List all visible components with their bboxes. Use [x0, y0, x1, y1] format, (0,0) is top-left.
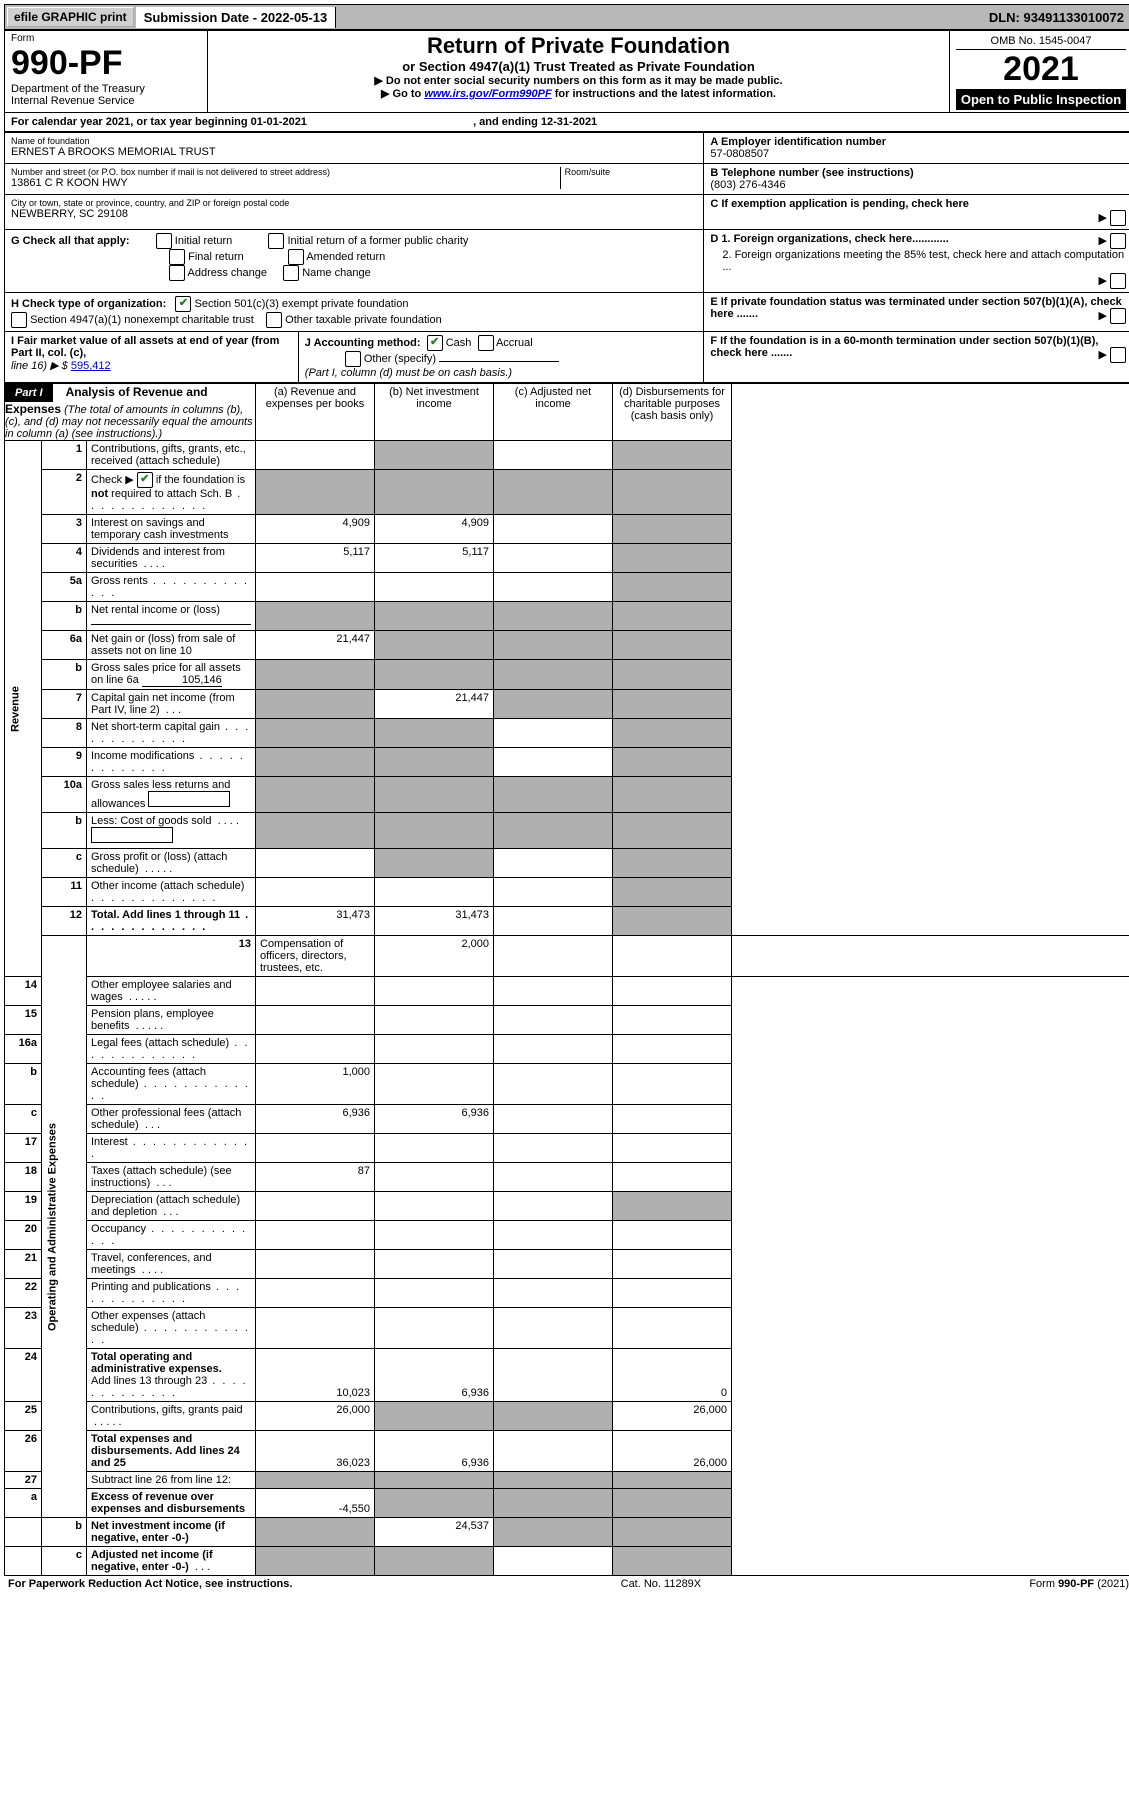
form-link[interactable]: www.irs.gov/Form990PF — [424, 88, 551, 100]
footer-left: For Paperwork Reduction Act Notice, see … — [8, 1578, 292, 1590]
h-4947-checkbox[interactable] — [11, 312, 27, 328]
dept-label: Department of the Treasury — [11, 83, 201, 95]
j-note: (Part I, column (d) must be on cash basi… — [305, 367, 512, 379]
ein-value: 57-0808507 — [710, 148, 1126, 160]
d1-label: D 1. Foreign organizations, check here..… — [710, 233, 948, 245]
h-other-checkbox[interactable] — [266, 312, 282, 328]
initial-return-checkbox[interactable] — [156, 233, 172, 249]
e-label: E If private foundation status was termi… — [710, 296, 1121, 320]
name-change-checkbox[interactable] — [283, 265, 299, 281]
f-checkbox[interactable] — [1110, 347, 1126, 363]
footer-right: Form 990-PF (2021) — [1029, 1578, 1129, 1590]
identification-block: Name of foundation ERNEST A BROOKS MEMOR… — [4, 132, 1129, 383]
j-other-checkbox[interactable] — [345, 351, 361, 367]
ein-label: A Employer identification number — [710, 136, 1126, 148]
submission-date: Submission Date - 2022-05-13 — [136, 7, 337, 28]
room-label: Room/suite — [565, 167, 694, 177]
amended-return-checkbox[interactable] — [288, 249, 304, 265]
former-charity-checkbox[interactable] — [268, 233, 284, 249]
form-label: Form — [11, 33, 201, 44]
form-number: 990-PF — [11, 44, 201, 83]
inspection-label: Open to Public Inspection — [956, 89, 1126, 110]
return-title: Return of Private Foundation — [214, 33, 943, 59]
g-label: G Check all that apply: — [11, 235, 130, 247]
phone-value: (803) 276-4346 — [710, 179, 1126, 191]
footer-mid: Cat. No. 11289X — [621, 1578, 702, 1590]
return-subtitle: or Section 4947(a)(1) Trust Treated as P… — [214, 59, 943, 74]
irs-label: Internal Revenue Service — [11, 95, 201, 107]
j-label: J Accounting method: — [305, 337, 421, 349]
page-footer: For Paperwork Reduction Act Notice, see … — [4, 1576, 1129, 1592]
name-label: Name of foundation — [11, 136, 697, 146]
e-checkbox[interactable] — [1110, 308, 1126, 324]
col-b-header: (b) Net investment income — [375, 384, 494, 441]
address-label: Number and street (or P.O. box number if… — [11, 167, 560, 177]
calendar-year-label: For calendar year 2021, or tax year begi… — [11, 116, 310, 128]
phone-label: B Telephone number (see instructions) — [710, 167, 1126, 179]
fmv-link[interactable]: 595,412 — [71, 360, 111, 372]
tax-year: 2021 — [956, 50, 1126, 89]
instruction-2: ▶ Go to www.irs.gov/Form990PF for instru… — [214, 87, 943, 100]
address-value: 13861 C R KOON HWY — [11, 177, 560, 189]
i-label: I Fair market value of all assets at end… — [11, 335, 279, 359]
col-d-header: (d) Disbursements for charitable purpose… — [613, 384, 732, 441]
efile-print-button[interactable]: efile GRAPHIC print — [7, 7, 134, 27]
foundation-name: ERNEST A BROOKS MEMORIAL TRUST — [11, 146, 697, 158]
city-value: NEWBERRY, SC 29108 — [11, 208, 697, 220]
address-change-checkbox[interactable] — [169, 265, 185, 281]
c-pending-checkbox[interactable] — [1110, 210, 1126, 226]
form-header: Form 990-PF Department of the Treasury I… — [4, 30, 1129, 113]
revenue-section-label: Revenue — [5, 441, 42, 977]
d2-label: 2. Foreign organizations meeting the 85%… — [710, 249, 1126, 273]
col-a-header: (a) Revenue and expenses per books — [256, 384, 375, 441]
expenses-section-label: Operating and Administrative Expenses — [42, 936, 87, 1518]
part1-table: Part I Analysis of Revenue and Expenses … — [4, 383, 1129, 1576]
c-pending-label: C If exemption application is pending, c… — [710, 198, 969, 210]
j-cash-checkbox[interactable]: ✔ — [427, 335, 443, 351]
instruction-1: ▶ Do not enter social security numbers o… — [214, 74, 943, 87]
schb-checkbox[interactable]: ✔ — [137, 472, 153, 488]
d2-checkbox[interactable] — [1110, 273, 1126, 289]
j-accrual-checkbox[interactable] — [478, 335, 494, 351]
city-label: City or town, state or province, country… — [11, 198, 697, 208]
h-501c3-checkbox[interactable]: ✔ — [175, 296, 191, 312]
dln-value: DLN: 93491133010072 — [981, 7, 1129, 28]
f-label: F If the foundation is in a 60-month ter… — [710, 335, 1098, 359]
d1-checkbox[interactable] — [1110, 233, 1126, 249]
omb-number: OMB No. 1545-0047 — [956, 33, 1126, 50]
final-return-checkbox[interactable] — [169, 249, 185, 265]
col-c-header: (c) Adjusted net income — [494, 384, 613, 441]
top-bar: efile GRAPHIC print Submission Date - 20… — [4, 4, 1129, 30]
h-label: H Check type of organization: — [11, 298, 166, 310]
part1-label: Part I — [5, 384, 53, 402]
